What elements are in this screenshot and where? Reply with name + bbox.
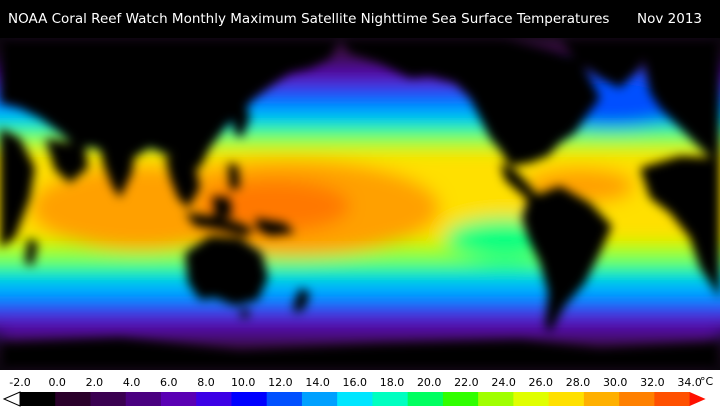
legend-tick-label: 18.0 [380,376,405,389]
new-zealand [293,288,310,314]
title-bar: NOAA Coral Reef Watch Monthly Maximum Sa… [0,0,720,38]
legend-swatch [548,392,585,406]
legend-swatch [442,392,479,406]
legend-swatch [266,392,303,406]
legend-tick-label: 30.0 [603,376,628,389]
legend-swatch [301,392,338,406]
map-title: NOAA Coral Reef Watch Monthly Maximum Sa… [8,11,610,27]
antarctica [0,338,720,370]
philippines [228,163,240,190]
africa-east [0,128,35,248]
legend-swatch [55,392,91,406]
landmasses [0,38,720,370]
greenland [560,38,650,88]
legend-tick-label: 4.0 [123,376,141,389]
legend-tick-label: 34.0 [677,376,702,389]
australia [185,236,268,306]
legend-swatch [407,392,444,406]
legend-tick-label: 28.0 [566,376,591,389]
legend-tick-label: 16.0 [343,376,368,389]
legend-tick-label: 12.0 [268,376,293,389]
legend-swatch [372,392,409,406]
legend-tick-label: 6.0 [160,376,178,389]
legend-tick-label: 26.0 [529,376,554,389]
legend-tick-label: 8.0 [197,376,215,389]
south-america [522,186,612,333]
ocean-temperature-field [0,38,720,370]
legend-tick-label: 22.0 [454,376,479,389]
legend-tick-label: 10.0 [231,376,256,389]
legend-swatch [654,392,691,406]
legend-tick-label: 14.0 [305,376,330,389]
north-america [340,38,600,166]
legend-swatch [513,392,550,406]
legend-arrow-low [2,391,21,407]
map-date: Nov 2013 [637,11,702,27]
sst-map [0,38,720,370]
legend-swatches [2,391,706,407]
new-guinea [255,218,295,236]
africa-west [640,156,720,298]
southeast-asia [165,156,200,208]
eurasia [0,38,340,168]
legend-swatch [160,392,197,406]
japan [232,100,250,138]
legend-labels: -2.0 0.0 2.0 4.0 6.0 8.0 10.0 12.0 14.0 16.0 18.0 2… [9,376,702,389]
legend-swatch [231,392,268,406]
tasmania [240,310,250,318]
legend-swatch [583,392,620,406]
legend-tick-label: 0.0 [48,376,66,389]
color-legend: -2.0 0.0 2.0 4.0 6.0 8.0 10.0 12.0 14.0 16.0 18.0 2… [0,370,720,411]
legend-swatch [478,392,514,406]
india [100,148,135,198]
europe-west [640,38,720,163]
legend-tick-label: 32.0 [640,376,665,389]
legend-swatch [125,392,162,406]
madagascar [25,238,38,266]
legend-swatch [337,392,373,406]
legend-tick-label: 24.0 [491,376,516,389]
legend-swatch [619,392,655,406]
legend-tick-label: -2.0 [9,376,30,389]
legend-swatch [196,392,232,406]
arabia [45,138,88,183]
central-america [500,163,540,203]
legend-tick-label: 20.0 [417,376,442,389]
legend-arrow-high [689,392,706,406]
legend-tick-label: 2.0 [86,376,104,389]
legend-swatch [20,392,56,406]
legend-unit: °C [700,375,714,388]
borneo [212,196,232,218]
ocean-warm-pool [200,180,350,232]
legend-swatch [90,392,127,406]
indonesia [185,213,255,236]
legend-graphic: -2.0 0.0 2.0 4.0 6.0 8.0 10.0 12.0 14.0 16.0 18.0 2… [2,375,714,407]
